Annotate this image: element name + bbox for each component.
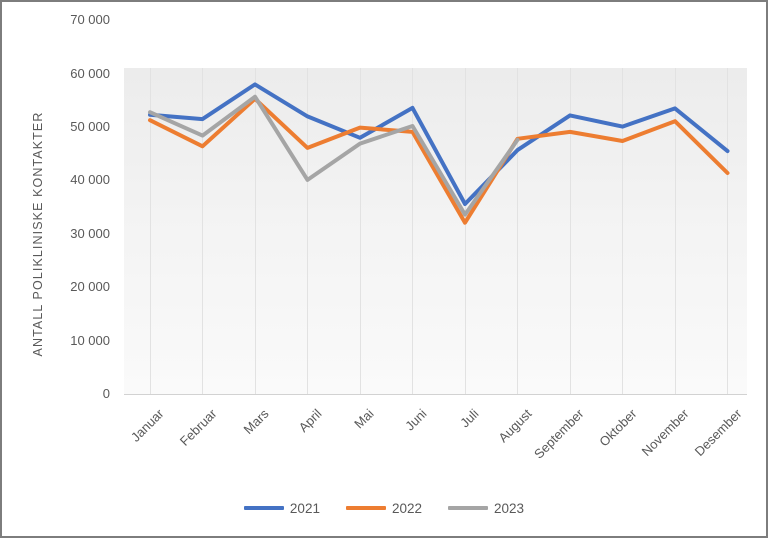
legend-label: 2022 [391, 500, 423, 516]
gridline [359, 68, 361, 394]
gridline [622, 68, 623, 394]
legend-item-2023[interactable]: 2023 [448, 501, 524, 516]
series-line-2022 [148, 96, 730, 225]
legend-line-swatch-2021 [243, 506, 284, 510]
gridline [674, 68, 676, 394]
gridline [727, 68, 728, 394]
gridline [569, 68, 571, 394]
y-tick-label: 50 000 [70, 119, 110, 135]
y-tick-label: 70 000 [70, 12, 110, 28]
gridline [149, 68, 151, 394]
legend-label: 2023 [494, 500, 525, 516]
y-tick-label: 40 000 [70, 172, 110, 188]
gridline [412, 68, 413, 394]
legend-item-2022[interactable]: 2022 [345, 500, 423, 516]
legend-label: 2021 [289, 500, 320, 516]
y-tick-label: 10 000 [70, 332, 110, 348]
y-tick-label: 0 [102, 385, 110, 401]
series-line-2021 [148, 82, 730, 206]
x-axis-line [124, 394, 747, 395]
y-tick-label: 60 000 [70, 65, 110, 81]
gridline [307, 68, 308, 394]
gridline [517, 68, 518, 394]
y-tick-label: 30 000 [70, 225, 110, 241]
legend: 2021 2022 2023 [2, 498, 766, 518]
gridline [254, 68, 256, 394]
legend-line-swatch-2022 [345, 506, 386, 510]
gridline [464, 68, 466, 394]
legend-item-2021[interactable]: 2021 [243, 500, 320, 516]
legend-line-swatch-2023 [448, 506, 489, 510]
gridline [202, 68, 203, 394]
series-line-2023 [148, 94, 520, 217]
y-axis-title: ANTALL POLIKLINISKE KONTAKTER [31, 111, 45, 357]
y-tick-label: 20 000 [70, 279, 110, 295]
